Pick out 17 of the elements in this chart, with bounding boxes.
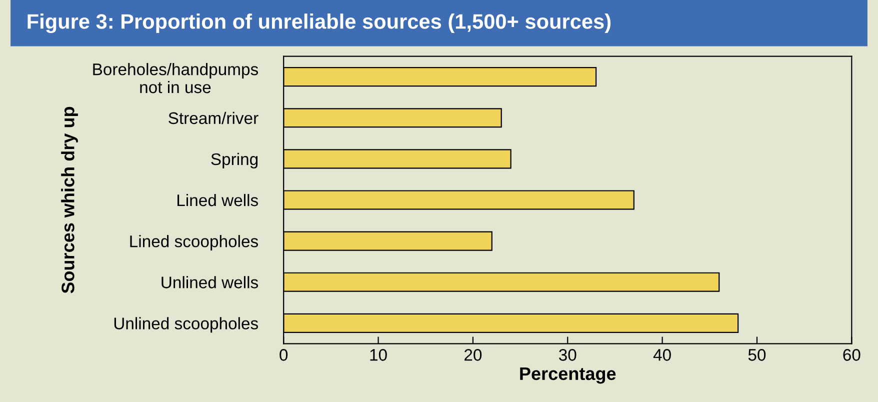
y-tick-label: Spring — [211, 152, 258, 168]
y-axis-title: Sources which dry up — [61, 106, 78, 294]
y-tick-label: Lined wells — [178, 194, 258, 206]
y-tick-label: Unlined wells — [162, 276, 258, 288]
x-axis-title: Percentage — [520, 367, 616, 384]
x-tick-label: 10 — [370, 349, 387, 361]
x-tick-label: 20 — [464, 349, 482, 361]
x-tick-label: 60 — [843, 349, 860, 361]
x-tick-label: 50 — [748, 349, 766, 361]
y-tick-label: Stream/river — [168, 112, 258, 124]
y-tick-label: Boreholes/handpumps not in use — [93, 63, 258, 94]
y-tick-label: Unlined scoopholes — [114, 317, 258, 333]
chart-title: Figure 3: Proportion of unreliable sources (1,500+ sources) — [28, 14, 611, 34]
x-tick-label: 30 — [558, 349, 576, 361]
x-tick-label: 40 — [653, 349, 671, 361]
y-tick-label: Lined scoopholes — [130, 235, 258, 251]
x-tick-label: 0 — [280, 349, 288, 361]
